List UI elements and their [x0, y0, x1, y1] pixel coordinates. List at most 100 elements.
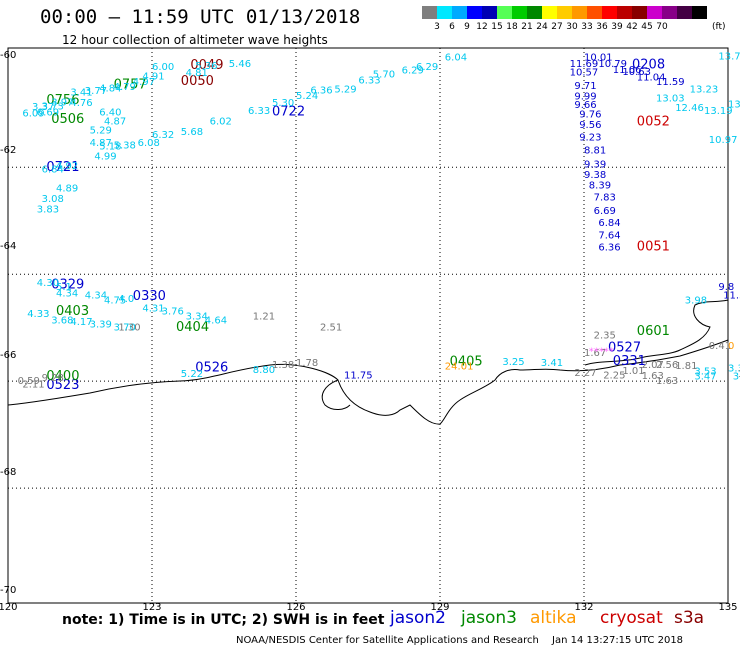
wave-height-label: 6.33	[248, 106, 270, 117]
wave-height-label: 10.63	[622, 67, 651, 78]
wave-height-label: 2.35	[594, 330, 616, 341]
colorbar-swatch	[572, 6, 587, 19]
wave-height-label: 11.06	[613, 65, 642, 76]
colorbar-unit: (ft)	[712, 22, 726, 32]
colorbar-label: 45	[641, 22, 653, 32]
wave-height-label: 4.76	[70, 98, 92, 109]
wave-height-label: 5.29	[90, 126, 112, 137]
wave-height-label: 6.36	[598, 243, 620, 254]
wave-height-label: 5.38	[114, 141, 136, 152]
x-tick-label: 135	[718, 602, 738, 613]
wave-height-label: 2.56	[656, 360, 678, 371]
pass-time-label: 0331	[613, 354, 646, 369]
wave-height-label: 2.27	[574, 368, 596, 379]
wave-height-label: 6.84	[598, 218, 620, 229]
colorbar-swatch	[557, 6, 572, 19]
y-tick-label: -60	[0, 50, 17, 61]
pass-time-label: 0051	[637, 240, 670, 255]
wave-height-label: *****	[589, 346, 614, 357]
pass-time-label: 0523	[46, 378, 79, 393]
wave-height-label: 3.98	[685, 296, 707, 307]
x-tick-label: 123	[142, 602, 162, 613]
wave-height-label: 1.63	[656, 376, 678, 387]
x-tick-label: 126	[286, 602, 306, 613]
wave-height-label: 4.64	[205, 315, 227, 326]
pass-time-label: 0050	[181, 74, 214, 89]
wave-height-label: 11.56	[723, 290, 740, 301]
wave-height-label: 4.31	[142, 304, 164, 315]
wave-height-label: 9.76	[579, 110, 601, 121]
wave-height-label: 7.83	[594, 192, 616, 203]
wave-height-label: 5.68	[181, 127, 203, 138]
wave-height-label: 2.11	[22, 380, 44, 391]
wave-height-label: 6.69	[594, 206, 616, 217]
wave-height-label: 3.41	[541, 358, 563, 369]
wave-height-label: 3.39	[90, 320, 112, 331]
wave-height-label: 9.56	[579, 120, 601, 131]
wave-height-label: 1.81	[675, 361, 697, 372]
wave-height-label: 0.41	[709, 341, 731, 352]
coastline-ice-shelf	[321, 379, 351, 410]
colorbar-label: 42	[626, 22, 638, 32]
wave-height-label: 3.34	[186, 312, 208, 323]
wave-height-label: 9.71	[574, 81, 596, 92]
wave-height-label: 24.01	[445, 361, 474, 372]
wave-height-label: 3.50	[733, 372, 740, 383]
wave-height-label: 1.01	[622, 366, 644, 377]
colorbar-swatch	[587, 6, 602, 19]
wave-height-label: 10.01	[584, 52, 613, 63]
wave-height-label: 6.69	[37, 107, 59, 118]
wave-height-label: 4.84	[99, 83, 121, 94]
colorbar-label: 18	[506, 22, 518, 32]
wave-height-label: 2.51	[320, 322, 342, 333]
pass-time-label: 0601	[637, 324, 670, 339]
wave-height-label: 5.22	[181, 369, 203, 380]
colorbar-swatch	[617, 6, 632, 19]
chart-title: 00:00 – 11:59 UTC 01/13/2018	[40, 6, 361, 28]
colorbar-label: 33	[581, 22, 593, 32]
colorbar-swatch	[422, 6, 437, 19]
wave-height-label: 6.33	[358, 75, 380, 86]
x-tick-label: 129	[430, 602, 450, 613]
wave-height-label: 5.24	[296, 91, 318, 102]
wave-height-label: 3.76	[162, 306, 184, 317]
wave-height-label: 13.23	[690, 84, 719, 95]
colorbar-swatch	[467, 6, 482, 19]
pass-time-label: 0757	[114, 78, 147, 93]
credit-line: NOAA/NESDIS Center for Satellite Applica…	[236, 635, 539, 646]
pass-time-label: 0405	[450, 355, 483, 370]
pass-time-label: 0526	[195, 361, 228, 376]
y-tick-label: -66	[0, 350, 17, 361]
x-tick-label: 120	[0, 602, 18, 613]
colorbar-label: 24	[536, 22, 548, 32]
wave-height-label: 0	[728, 341, 734, 352]
wave-height-label: 10.57	[570, 67, 599, 78]
wave-height-label: 1.60	[738, 369, 740, 380]
wave-height-label: 3.53	[694, 367, 716, 378]
wave-height-label: 1.63	[642, 371, 664, 382]
wave-height-label: 4.33	[27, 309, 49, 320]
wave-height-label: 5.70	[373, 69, 395, 80]
colorbar-swatch	[602, 6, 617, 19]
wave-height-label: 3.08	[42, 194, 64, 205]
wave-height-label: 12.46	[675, 103, 704, 114]
generation-timestamp: Jan 14 13:27:15 UTC 2018	[552, 635, 684, 646]
wave-height-label: 3.73	[42, 102, 64, 113]
wave-height-label: 3.41	[70, 88, 92, 99]
y-tick-label: -70	[0, 585, 17, 596]
wave-height-label: 5.29	[334, 84, 356, 95]
wave-height-label: 4.81	[186, 68, 208, 79]
colorbar-label: 15	[491, 22, 503, 32]
wave-height-label: 6.84	[42, 165, 64, 176]
wave-height-label: 5.18	[99, 142, 121, 153]
pass-time-label: 0721	[46, 160, 79, 175]
wave-height-label: 3.25	[502, 357, 524, 368]
wave-height-label: 3.97	[51, 97, 73, 108]
pass-time-label: 0329	[51, 278, 84, 293]
wave-height-label: 6.36	[310, 85, 332, 96]
wave-height-label: 13.03	[656, 94, 685, 105]
wave-height-label: 4.17	[70, 317, 92, 328]
legend-altika: altika	[530, 608, 577, 628]
wave-height-label: 4.34	[56, 289, 78, 300]
